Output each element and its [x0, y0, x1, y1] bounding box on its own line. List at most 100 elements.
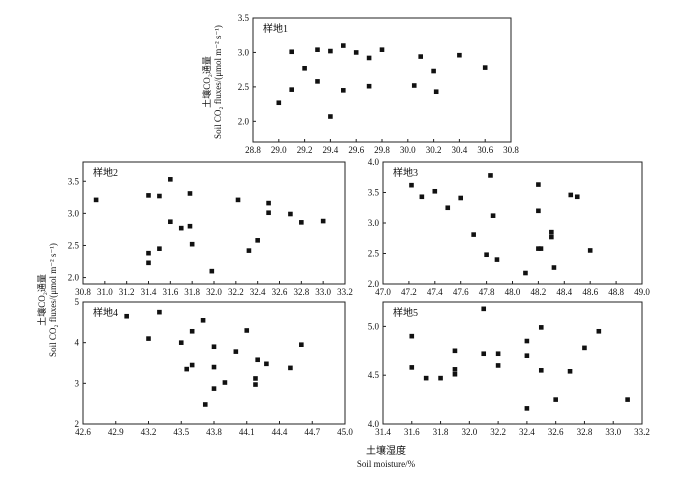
panel-3-point-15	[549, 229, 554, 235]
panel-5-xtick-label-2: 31.8	[433, 427, 449, 437]
panel-3-point-16	[549, 234, 554, 240]
panel-2-xtick-label-8: 32.4	[250, 287, 266, 297]
panel-5-point-13	[524, 406, 530, 411]
panel-3-xtick-label-1: 47.2	[401, 287, 417, 297]
panel-1-xtick-label-3: 29.4	[323, 145, 339, 155]
panel-4-ytick-label-2: 4	[75, 338, 80, 348]
panel-4-xtick-label-1: 42.9	[108, 427, 124, 437]
panel-2-point-2	[146, 250, 151, 256]
panel-1-label: 样地1	[263, 22, 288, 35]
panel-1-xtick-label-0: 28.8	[245, 145, 261, 155]
panel-2-point-0	[93, 197, 99, 203]
panel-1-point-16	[431, 68, 436, 74]
panel-4-point-11	[211, 386, 217, 391]
panel-2-xtick-label-2: 31.2	[119, 287, 135, 297]
panel-4-frame	[82, 301, 346, 425]
left-y-title-en: Soil CO₂ fluxes/(μmol m⁻² s⁻¹)	[48, 243, 58, 357]
panel-1-point-12	[366, 83, 372, 89]
panel-2-frame	[82, 161, 346, 285]
panel-3-xtick-label-7: 48.4	[556, 287, 572, 297]
panel-2-point-15	[255, 238, 260, 243]
panel-2-point-16	[266, 200, 271, 206]
panel-4-point-15	[253, 376, 258, 381]
panel-3-point-10	[523, 270, 528, 276]
panel-3-ytick-label-3: 3.5	[368, 188, 380, 198]
panel-3-point-19	[574, 194, 580, 200]
panel-4-xtick-label-4: 43.8	[206, 427, 222, 437]
panel-2-xtick-label-10: 32.8	[293, 287, 309, 297]
panel-4-ytick-label-3: 5	[75, 297, 80, 307]
panel-4-ytick-label-1: 3	[75, 378, 80, 388]
panel-3-point-8	[490, 213, 496, 218]
panel-4-point-8	[202, 402, 208, 407]
panel-2-point-5	[157, 246, 162, 251]
panel-5-point-17	[567, 368, 573, 374]
panel-2-xtick-label-0: 30.8	[75, 287, 91, 297]
panel-2-xtick-label-12: 33.2	[337, 287, 353, 297]
panel-4-point-6	[189, 362, 195, 368]
panel-5-label: 样地5	[393, 306, 418, 319]
panel-3-point-11	[536, 182, 541, 187]
panel-2-point-9	[187, 191, 193, 196]
left-y-title-zh: 土壤CO₂通量	[36, 274, 47, 326]
panel-4-xtick-label-7: 44.7	[304, 427, 320, 437]
panel-1-point-18	[457, 52, 462, 58]
panel-1-xtick-label-1: 29.0	[271, 145, 287, 155]
top-y-title: 土壤CO₂通量 Soil CO₂ fluxes/(μmol m⁻² s⁻¹)	[201, 25, 223, 139]
panel-1-ytick-label-0: 2.0	[238, 116, 250, 126]
panel-3-ytick-label-4: 4.0	[368, 157, 380, 167]
panel-5-point-20	[625, 397, 630, 402]
panel-2-ytick-label-0: 2.0	[68, 273, 80, 283]
panel-2-point-13	[235, 197, 241, 203]
panel-3-point-13	[538, 246, 544, 251]
panel-5-ytick-label-1: 4.5	[368, 370, 380, 380]
panel-3-point-6	[484, 252, 489, 258]
panel-1-point-7	[328, 48, 333, 54]
panel-2-xtick-label-3: 31.4	[141, 287, 157, 297]
panel-2-point-14	[246, 248, 252, 253]
panel-4-point-0	[124, 313, 129, 319]
panel-5-xtick-label-3: 32.0	[461, 427, 477, 437]
panel-2-point-10	[187, 223, 193, 229]
panel-2-point-18	[288, 211, 293, 217]
panel-1-point-15	[418, 54, 423, 59]
panel-4: 样地4 42.6 42.9 43.2 43.5 43.8 44.1 44.4 44.7 45.0 2…	[75, 297, 354, 437]
panel-1-point-0	[276, 100, 282, 106]
panel-3-point-5	[471, 232, 476, 237]
panel-1-xtick-label-6: 30.0	[400, 145, 416, 155]
panel-3-frame	[382, 161, 643, 285]
panel-1-xtick-label-5: 29.8	[374, 145, 390, 155]
panel-2-point-17	[266, 210, 271, 216]
panel-3-ytick-label-2: 3.0	[368, 218, 380, 228]
x-title-zh: 土壤湿度	[366, 444, 406, 457]
panel-4-point-13	[233, 349, 239, 354]
panel-3-xtick-label-3: 47.6	[453, 287, 469, 297]
panel-5-point-5	[452, 371, 458, 377]
panel-2-point-19	[299, 220, 304, 225]
panel-2: 样地2 30.8 31.0 31.2 31.4 31.6 31.8 32.0 32.2 32.4 3…	[68, 161, 353, 297]
panel-5-xtick-label-9: 33.2	[634, 427, 650, 437]
panel-3-xtick-label-0: 47.0	[375, 287, 391, 297]
panel-1-point-11	[366, 55, 372, 61]
panel-2-label: 样地2	[93, 166, 118, 179]
panel-4-point-18	[264, 361, 269, 367]
panel-4-point-10	[211, 364, 217, 370]
panel-4-xtick-label-3: 43.5	[173, 427, 189, 437]
panel-1-xtick-label-2: 29.2	[297, 145, 313, 155]
panel-2-ytick-label-1: 2.5	[68, 240, 80, 250]
panel-5-point-16	[553, 397, 558, 402]
panel-2-xtick-label-7: 32.2	[228, 287, 244, 297]
panel-2-ytick-label-2: 3.0	[68, 208, 80, 218]
panel-5-point-12	[524, 353, 530, 358]
panel-2-xtick-label-11: 33.0	[315, 287, 331, 297]
panel-1-ytick-label-3: 3.5	[238, 13, 250, 23]
panel-4-point-14	[244, 328, 250, 333]
panel-3-xtick-label-10: 49.0	[634, 287, 650, 297]
panel-1-point-3	[302, 65, 307, 71]
panel-2-point-1	[146, 193, 151, 198]
panel-5-xtick-label-6: 32.6	[548, 427, 564, 437]
panel-5-point-9	[495, 351, 501, 357]
panel-5-xtick-label-0: 31.4	[375, 427, 391, 437]
panel-4-point-20	[299, 342, 304, 347]
panel-1-point-19	[482, 65, 488, 70]
